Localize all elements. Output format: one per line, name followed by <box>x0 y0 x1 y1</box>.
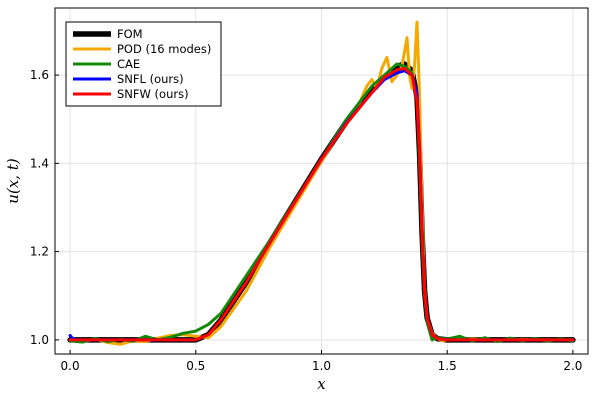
y-tick-label: 1.0 <box>30 333 49 347</box>
y-tick-label: 1.6 <box>30 68 49 82</box>
x-axis-label: x <box>317 375 326 393</box>
legend-label-1: POD (16 modes) <box>117 42 211 56</box>
y-tick-label: 1.4 <box>30 156 49 170</box>
y-tick-label: 1.2 <box>30 245 49 259</box>
series-lines <box>67 20 576 346</box>
legend-label-2: CAE <box>117 57 140 71</box>
legend-label-0: FOM <box>117 27 143 41</box>
y-axis-label: u(x, t) <box>4 158 22 204</box>
x-tick-label: 1.0 <box>312 359 331 373</box>
x-axis-ticks: 0.0 0.5 1.0 1.5 2.0 <box>61 350 582 373</box>
y-axis-ticks: 1.0 1.2 1.4 1.6 <box>30 68 59 347</box>
legend-label-3: SNFL (ours) <box>117 72 184 86</box>
legend-label-4: SNFW (ours) <box>117 87 189 101</box>
x-tick-label: 0.0 <box>61 359 80 373</box>
x-tick-label: 0.5 <box>186 359 205 373</box>
x-tick-label: 1.5 <box>438 359 457 373</box>
series-line-4 <box>68 67 575 342</box>
x-tick-label: 2.0 <box>563 359 582 373</box>
